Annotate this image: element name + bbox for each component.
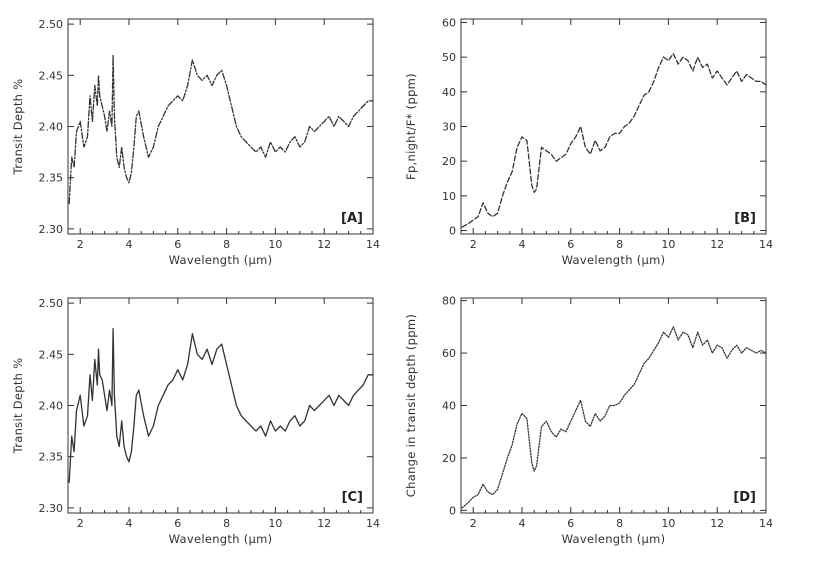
- series-line-a: [68, 54, 374, 204]
- x-tick-label-c: 8: [223, 517, 230, 530]
- panel-c: 2 4 6 8 10 12 14 2.30 2.35 2.40 2.45 2.50 Wavelength…: [11, 297, 380, 546]
- panel-label-d: [D]: [733, 490, 756, 505]
- y-tick-label-b: 30: [442, 121, 456, 134]
- y-tick-label-c: 2.30: [39, 502, 64, 515]
- x-tick-label-b: 6: [567, 238, 574, 251]
- y-tick-label-c: 2.50: [39, 297, 64, 310]
- x-tick-label-d: 2: [470, 517, 477, 530]
- x-tick-label-c: 12: [317, 517, 331, 530]
- x-tick-label-c: 6: [174, 517, 181, 530]
- y-tick-label-b: 0: [449, 225, 456, 238]
- x-tick-label-c: 10: [268, 517, 282, 530]
- y-tick-label-d: 20: [442, 452, 456, 465]
- series-line-d: [461, 326, 767, 509]
- y-tick-label-b: 20: [442, 155, 456, 168]
- y-tick-label-d: 60: [442, 347, 456, 360]
- y-tick-label-a: 2.45: [39, 69, 64, 82]
- plot-frame-a: [67, 18, 374, 235]
- y-tick-label-d: 0: [449, 504, 456, 517]
- x-axis-title-d: Wavelength (μm): [562, 532, 666, 546]
- x-tick-label-d: 8: [616, 517, 623, 530]
- y-tick-label-c: 2.45: [39, 348, 64, 361]
- panel-label-b: [B]: [734, 211, 756, 226]
- y-tick-label-b: 40: [442, 86, 456, 99]
- y-tick-label-c: 2.35: [39, 451, 64, 464]
- x-axis-title-a: Wavelength (μm): [169, 253, 273, 267]
- panel-b: 2 4 6 8 10 12 14 0 10 20 30 40 50 60 Wavelength (μm) Fp…: [404, 16, 773, 267]
- x-tick-label-b: 8: [616, 238, 623, 251]
- y-axis-title-b: Fp,night/F* (ppm): [404, 73, 418, 180]
- x-tick-label-a: 8: [223, 238, 230, 251]
- x-tick-label-a: 6: [174, 238, 181, 251]
- series-line-c: [68, 328, 374, 483]
- y-tick-label-b: 50: [442, 51, 456, 64]
- y-tick-label-d: 40: [442, 400, 456, 413]
- x-axis-title-c: Wavelength (μm): [169, 532, 273, 546]
- x-tick-label-c: 4: [126, 517, 133, 530]
- x-tick-label-b: 10: [661, 238, 675, 251]
- y-axis-title-d: Change in transit depth (ppm): [404, 314, 418, 497]
- x-tick-label-b: 12: [710, 238, 724, 251]
- y-tick-label-a: 2.50: [39, 18, 64, 31]
- y-tick-label-b: 10: [442, 190, 456, 203]
- x-tick-label-a: 4: [126, 238, 133, 251]
- y-axis-title-c: Transit Depth %: [11, 358, 25, 455]
- y-axis-title-a: Transit Depth %: [11, 79, 25, 176]
- x-tick-label-a: 10: [268, 238, 282, 251]
- x-tick-label-d: 10: [661, 517, 675, 530]
- panel-label-c: [C]: [342, 490, 363, 505]
- x-tick-label-d: 14: [759, 517, 773, 530]
- x-axis-title-b: Wavelength (μm): [562, 253, 666, 267]
- x-tick-label-a: 14: [366, 238, 380, 251]
- x-tick-label-c: 14: [366, 517, 380, 530]
- x-tick-label-d: 12: [710, 517, 724, 530]
- panel-d: 2 4 6 8 10 12 14 0 20 40 60 80 Wavelength (μm) Change…: [404, 295, 773, 546]
- y-tick-label-a: 2.40: [39, 121, 64, 134]
- series-line-b: [461, 53, 767, 228]
- x-tick-label-c: 2: [77, 517, 84, 530]
- y-tick-label-a: 2.30: [39, 223, 64, 236]
- x-tick-label-b: 2: [470, 238, 477, 251]
- plot-frame-b: [460, 18, 767, 235]
- y-tick-label-a: 2.35: [39, 172, 64, 185]
- x-tick-label-d: 4: [519, 517, 526, 530]
- y-tick-label-c: 2.40: [39, 400, 64, 413]
- x-tick-label-a: 2: [77, 238, 84, 251]
- x-tick-label-b: 14: [759, 238, 773, 251]
- x-tick-label-d: 6: [567, 517, 574, 530]
- panel-label-a: [A]: [341, 211, 363, 226]
- x-tick-label-b: 4: [519, 238, 526, 251]
- x-tick-label-a: 12: [317, 238, 331, 251]
- y-tick-label-b: 60: [442, 16, 456, 29]
- y-tick-label-d: 80: [442, 295, 456, 308]
- panel-a: 2 4 6 8 10 12 14 2.30 2.35 2.40 2.45 2.50 Wavelength…: [11, 18, 380, 267]
